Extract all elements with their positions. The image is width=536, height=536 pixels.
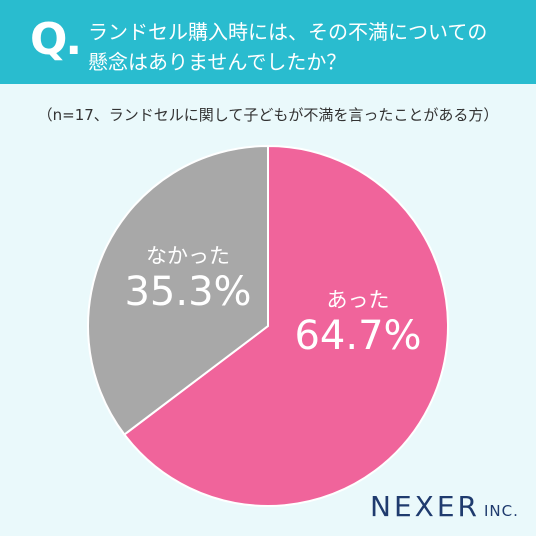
slice-value-atta: 64.7% xyxy=(294,313,422,359)
pie-slice-0 xyxy=(122,144,449,507)
slice-label-nakatta: なかった 35.3% xyxy=(108,240,268,314)
slice-name-atta: あった xyxy=(326,288,390,312)
question-text-line1: ランドセル購入時には、その不満についての xyxy=(88,20,488,44)
question-mark: Q. xyxy=(30,14,82,65)
nexer-logo: NEXER INC. xyxy=(370,490,519,523)
chart-subtitle: （n=17、ランドセルに関して子どもが不満を言ったことがある方） xyxy=(37,106,499,124)
slice-name-nakatta: なかった xyxy=(146,244,230,268)
question-text-line2: 懸念はありませんでしたか？ xyxy=(88,50,347,74)
logo-main: NEXER xyxy=(370,490,480,523)
slice-label-atta: あった 64.7% xyxy=(288,284,428,358)
pie-slice-1 xyxy=(87,144,269,436)
question-header: Q. ランドセル購入時には、その不満についての 懸念はありませんでしたか？ xyxy=(0,0,536,84)
slice-value-nakatta: 35.3% xyxy=(124,269,252,315)
logo-suffix: INC. xyxy=(483,502,519,520)
